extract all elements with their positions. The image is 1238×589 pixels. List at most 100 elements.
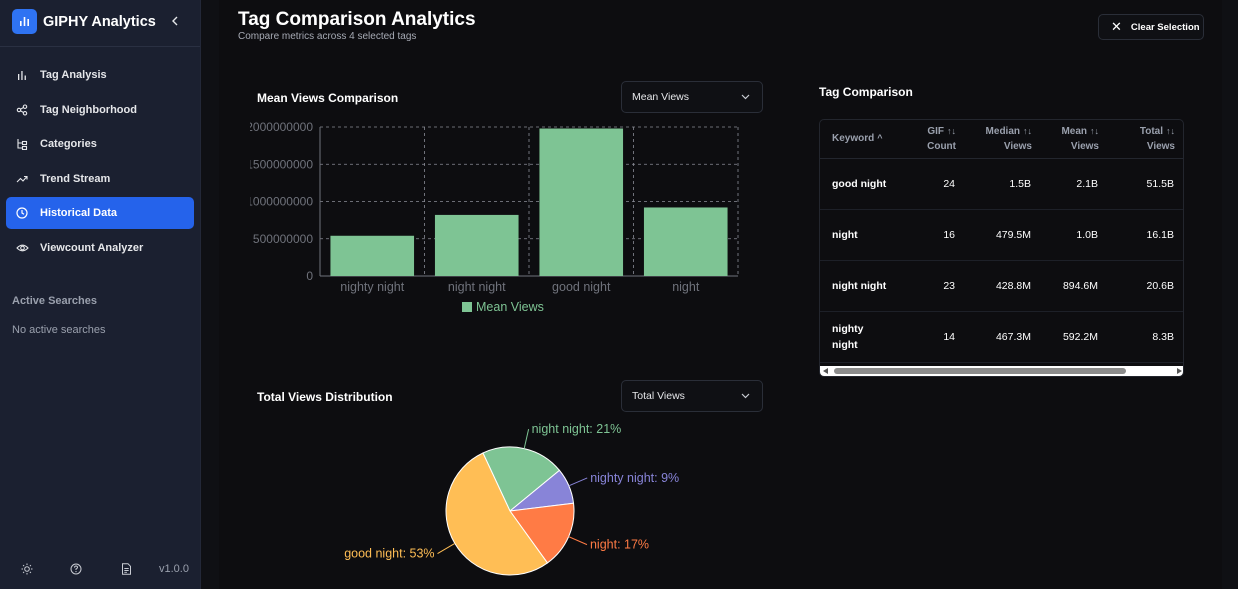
scroll-right-icon[interactable] xyxy=(1177,368,1182,374)
cell-gif-count: 16 xyxy=(916,209,966,261)
cell-total-views: 16.1B xyxy=(1109,209,1183,261)
cell-gif-count: 23 xyxy=(916,260,966,312)
bar xyxy=(330,235,415,276)
cell-mean-views: 894.6M xyxy=(1042,260,1109,312)
table-row[interactable]: night 16 479.5M 1.0B 16.1B xyxy=(820,209,1183,261)
cell-total-views: 8.3B xyxy=(1109,311,1183,363)
pie-slice-label: night night: 21% xyxy=(532,422,622,436)
pie-slice-label: nighty night: 9% xyxy=(590,471,679,485)
column-header-mean-views[interactable]: Mean ↑↓ Views xyxy=(1042,120,1109,159)
chevron-down-icon xyxy=(741,393,750,399)
bar xyxy=(643,207,728,276)
pie-label-line xyxy=(437,542,456,554)
table-horizontal-scrollbar[interactable] xyxy=(820,366,1183,376)
sort-icon: ↑↓ xyxy=(1090,125,1099,136)
clock-icon xyxy=(15,206,29,220)
sidebar-item-label: Tag Neighborhood xyxy=(40,103,137,116)
pie-chart-title: Total Views Distribution xyxy=(257,390,393,404)
y-tick-label: 1500000000 xyxy=(250,157,313,171)
pie-label-line xyxy=(523,428,530,449)
pie-metric-select-value: Total Views xyxy=(632,390,685,402)
pie-slice xyxy=(509,502,575,564)
cell-gif-count: 14 xyxy=(916,311,966,363)
clear-selection-button[interactable]: ✕ Clear Selection xyxy=(1098,14,1204,40)
cell-keyword: night xyxy=(820,209,916,261)
y-tick-label: 2000000000 xyxy=(250,120,313,134)
help-circle-icon xyxy=(70,563,82,575)
x-tick-label: night night xyxy=(448,280,506,294)
y-tick-label: 1000000000 xyxy=(250,195,313,209)
table-row[interactable]: night night 23 428.8M 894.6M 20.6B xyxy=(820,260,1183,312)
brand-title: GIPHY Analytics xyxy=(43,13,156,30)
cell-gif-count: 24 xyxy=(916,158,966,210)
legend-label: Mean Views xyxy=(476,300,544,314)
sidebar-item-label: Viewcount Analyzer xyxy=(40,241,144,254)
sidebar-item-label: Tag Analysis xyxy=(40,69,107,81)
table-row[interactable]: good night 24 1.5B 2.1B 51.5B xyxy=(820,158,1183,210)
pie-chart: night night: 21% nighty night: 9% night: 1… xyxy=(344,422,679,576)
help-button[interactable] xyxy=(68,561,84,577)
x-tick-label: night xyxy=(672,280,700,294)
cell-mean-views: 2.1B xyxy=(1042,158,1109,210)
tag-comparison-table: Keyword ^ GIF ↑↓ Count Median ↑↓ Views Mean ↑↓… xyxy=(819,119,1184,377)
sort-icon: ↑↓ xyxy=(1023,125,1032,136)
chevron-left-icon xyxy=(172,16,178,26)
cell-total-views: 51.5B xyxy=(1109,158,1183,210)
docs-button[interactable] xyxy=(118,561,134,577)
trend-up-icon xyxy=(15,172,29,186)
y-tick-label: 0 xyxy=(306,269,313,283)
sidebar-item-label: Categories xyxy=(40,138,97,151)
document-icon xyxy=(121,563,131,575)
pie-label-line xyxy=(568,536,588,546)
active-searches-title: Active Searches xyxy=(12,295,97,307)
column-header-gif-count[interactable]: GIF ↑↓ Count xyxy=(916,120,966,159)
bar-chart: 0 500000000 1000000000 1500000000 2000000000… xyxy=(250,120,739,314)
sidebar-item-historical-data[interactable]: Historical Data xyxy=(6,197,194,230)
page-title: Tag Comparison Analytics xyxy=(238,9,476,30)
table-row[interactable]: nighty night 14 467.3M 592.2M 8.3B xyxy=(820,311,1183,363)
chevron-down-icon xyxy=(741,94,750,100)
sidebar-item-tag-analysis[interactable]: Tag Analysis xyxy=(6,59,194,91)
share-nodes-icon xyxy=(15,103,29,117)
column-header-median-views[interactable]: Median ↑↓ Views xyxy=(966,120,1042,159)
column-header-total-views[interactable]: Total ↑↓ Views xyxy=(1109,120,1183,159)
sidebar-divider xyxy=(0,46,200,47)
pie-slice-label: night: 17% xyxy=(590,538,649,552)
sidebar: GIPHY Analytics Tag Analysis Tag Neighbo… xyxy=(0,0,201,589)
pie-label-line xyxy=(568,477,588,487)
x-tick-label: good night xyxy=(552,280,611,294)
brand: GIPHY Analytics xyxy=(12,9,156,34)
active-searches-empty: No active searches xyxy=(12,324,106,336)
scrollbar-thumb[interactable] xyxy=(834,368,1126,374)
theme-toggle-button[interactable] xyxy=(19,561,35,577)
bar xyxy=(434,214,519,276)
pie-metric-select[interactable]: Total Views xyxy=(621,380,763,412)
sort-asc-icon: ^ xyxy=(877,133,883,144)
sidebar-item-categories[interactable]: Categories xyxy=(6,128,194,160)
scroll-left-icon[interactable] xyxy=(823,368,828,374)
column-header-keyword[interactable]: Keyword ^ xyxy=(820,120,916,159)
bar-chart-icon xyxy=(15,68,29,82)
bar-metric-select-value: Mean Views xyxy=(632,91,690,103)
sidebar-item-viewcount-analyzer[interactable]: Viewcount Analyzer xyxy=(6,232,194,264)
bar-metric-select[interactable]: Mean Views xyxy=(621,81,763,113)
table-title: Tag Comparison xyxy=(819,85,913,99)
clear-selection-label: Clear Selection xyxy=(1130,21,1200,33)
bar-chart-logo-icon xyxy=(12,9,37,34)
sort-icon: ↑↓ xyxy=(1166,125,1175,136)
collapse-sidebar-button[interactable] xyxy=(168,12,182,30)
cell-keyword: nighty night xyxy=(820,311,916,363)
cell-keyword: night night xyxy=(820,260,916,312)
cell-mean-views: 592.2M xyxy=(1042,311,1109,363)
legend-swatch xyxy=(462,302,472,312)
sidebar-item-label: Trend Stream xyxy=(40,172,111,185)
sidebar-nav: Tag Analysis Tag Neighborhood Categories… xyxy=(6,59,194,267)
x-tick-label: nighty night xyxy=(340,280,404,294)
cell-median-views: 428.8M xyxy=(966,260,1042,312)
sidebar-item-label: Historical Data xyxy=(40,207,118,220)
sidebar-item-tag-neighborhood[interactable]: Tag Neighborhood xyxy=(6,94,194,126)
cell-keyword: good night xyxy=(820,158,916,210)
bar-chart-title: Mean Views Comparison xyxy=(257,91,399,105)
sidebar-item-trend-stream[interactable]: Trend Stream xyxy=(6,163,194,195)
cell-mean-views: 1.0B xyxy=(1042,209,1109,261)
